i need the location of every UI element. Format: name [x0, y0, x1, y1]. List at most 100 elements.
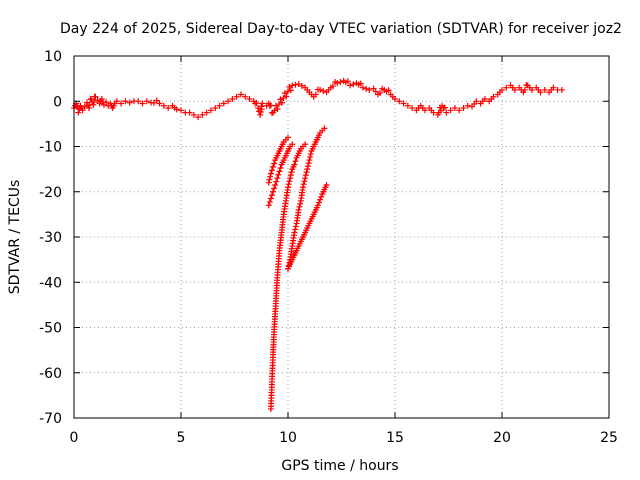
data-point: [363, 85, 370, 92]
data-point: [344, 78, 351, 85]
data-point: [274, 175, 281, 182]
data-point: [307, 151, 314, 158]
data-point: [225, 98, 232, 105]
data-point: [285, 184, 291, 191]
data-point: [257, 108, 264, 115]
data-point: [98, 95, 105, 102]
data-point: [296, 203, 303, 210]
data-point: [285, 181, 292, 188]
data-point: [291, 161, 298, 168]
x-tick-label: 25: [600, 430, 618, 446]
data-point: [537, 89, 544, 96]
data-point: [460, 105, 467, 112]
data-point: [85, 105, 92, 112]
data-point: [212, 105, 219, 112]
data-point: [266, 198, 273, 205]
data-point: [456, 107, 463, 114]
data-point: [281, 90, 288, 97]
data-point: [511, 86, 518, 93]
data-point: [347, 82, 354, 89]
data-point: [400, 100, 407, 107]
data-point: [430, 109, 437, 116]
data-point: [274, 106, 281, 113]
data-point: [118, 100, 125, 107]
data-point: [220, 100, 227, 107]
data-point: [90, 101, 97, 108]
data-point: [499, 86, 505, 93]
data-point: [421, 107, 428, 114]
data-point: [316, 199, 323, 206]
data-point: [126, 99, 133, 106]
axes: 0 5 10 15 20 25 10 0 -10 -20 -30 -40 -50 -60 -70: [39, 49, 618, 446]
data-point: [550, 84, 557, 91]
data-point: [139, 100, 146, 107]
data-point: [278, 99, 285, 106]
y-tick-label: 10: [44, 49, 62, 65]
data-point: [280, 94, 287, 101]
data-point: [287, 172, 294, 179]
data-point: [270, 163, 277, 170]
data-point: [229, 95, 236, 102]
data-point: [503, 84, 510, 91]
data-point: [272, 102, 279, 109]
data-point: [255, 105, 262, 112]
data-point: [409, 105, 416, 112]
data-point: [317, 86, 324, 93]
chart-title: Day 224 of 2025, Sidereal Day-to-day VTE…: [60, 21, 622, 37]
data-point: [292, 226, 299, 233]
data-point: [295, 81, 302, 88]
data-point: [451, 105, 458, 112]
data-point: [473, 98, 480, 105]
data-point: [253, 100, 260, 107]
y-tick-label: -10: [39, 140, 62, 156]
data-point: [94, 97, 101, 104]
data-point: [295, 206, 302, 213]
data-point: [153, 97, 160, 104]
data-point: [299, 184, 306, 191]
data-point: [259, 100, 266, 107]
data-point: [81, 103, 88, 110]
data-point: [268, 192, 275, 199]
data-point: [286, 178, 293, 185]
data-point: [318, 193, 325, 200]
data-point: [320, 88, 327, 95]
data-point: [298, 82, 305, 89]
data-point: [143, 98, 150, 105]
data-point: [265, 202, 272, 209]
data-point: [385, 87, 392, 94]
data-point: [267, 195, 274, 202]
data-point: [203, 109, 210, 116]
x-tick-label: 5: [177, 430, 186, 446]
data-point: [258, 106, 265, 113]
data-point: [246, 95, 253, 102]
data-point: [302, 141, 309, 148]
data-point: [329, 83, 336, 90]
data-point: [297, 200, 304, 207]
data-point: [276, 168, 283, 175]
data-point: [242, 93, 249, 100]
data-point: [285, 134, 291, 141]
data-point: [287, 175, 294, 182]
data-point: [283, 93, 290, 100]
x-tick-label: 15: [386, 430, 404, 446]
data-point: [287, 87, 294, 94]
data-point: [267, 102, 274, 109]
data-point: [178, 107, 184, 114]
y-tick-label: -50: [39, 321, 62, 337]
data-point: [292, 81, 299, 88]
data-point: [75, 109, 82, 116]
x-tick-label: 0: [70, 430, 79, 446]
grid: [74, 56, 609, 418]
x-tick-label: 10: [279, 430, 297, 446]
data-point: [289, 141, 296, 148]
data-point: [350, 81, 357, 88]
data-point: [216, 102, 223, 109]
data-point: [300, 181, 307, 188]
data-point: [307, 154, 314, 161]
data-point: [173, 106, 180, 113]
data-point: [558, 86, 565, 93]
data-point: [302, 175, 309, 182]
data-point: [103, 99, 110, 106]
data-point: [302, 172, 309, 179]
